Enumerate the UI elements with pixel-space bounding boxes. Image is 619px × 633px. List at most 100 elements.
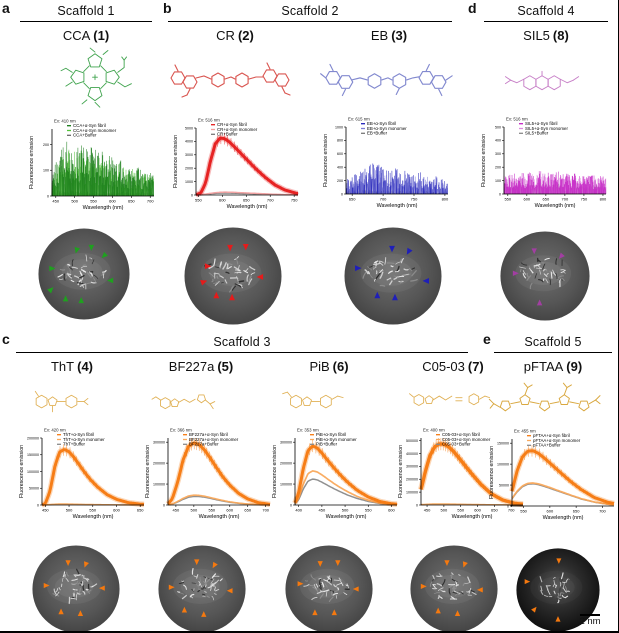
panel-label-c: c <box>2 331 10 347</box>
svg-text:750: 750 <box>291 198 298 203</box>
svg-text:pFTAA+α-Syn monomer: pFTAA+α-Syn monomer <box>533 438 581 443</box>
svg-text:500: 500 <box>342 508 349 513</box>
svg-text:450: 450 <box>319 508 326 513</box>
spectrum-chart-bf227a: 0 100000 200000 300000 450 500 550 600 650 700 Wav… <box>142 423 274 535</box>
svg-text:Ex: 615 nm: Ex: 615 nm <box>348 117 370 122</box>
compound-name: C05-03 <box>422 359 465 374</box>
svg-text:650: 650 <box>573 509 580 514</box>
svg-text:650: 650 <box>128 199 135 204</box>
svg-text:3000: 3000 <box>185 153 193 157</box>
svg-text:Fluorescence emission: Fluorescence emission <box>145 445 151 498</box>
compound-title-tht: ThT (4) <box>12 359 132 374</box>
svg-text:50000: 50000 <box>499 483 509 487</box>
svg-text:SIL5+α-Syn fibril: SIL5+α-Syn fibril <box>525 121 557 126</box>
svg-text:200: 200 <box>495 166 501 170</box>
svg-text:C05-03+α-Syn monomer: C05-03+α-Syn monomer <box>442 437 491 442</box>
compound-name: PiB <box>309 359 330 374</box>
spectrum-chart-c0503: 0 100000 200000 300000 400000 500000 450 500 550… <box>395 423 527 535</box>
scaffold-3-header: Scaffold 3 <box>16 335 468 353</box>
svg-text:700: 700 <box>262 508 269 513</box>
svg-text:0: 0 <box>290 503 292 507</box>
spectrum-chart-sil5: 0 100 200 300 400 500 550 600 650 700 750 800 Wavele… <box>478 112 610 224</box>
compound-name: BF227a <box>168 359 215 374</box>
scale-bar <box>580 614 600 616</box>
svg-text:500: 500 <box>441 508 448 513</box>
scaffold-4-header: Scaffold 4 <box>484 4 608 22</box>
svg-text:Fluorescence emission: Fluorescence emission <box>173 135 179 188</box>
em-density-map-bf227a <box>158 545 246 631</box>
svg-text:C05-03+α-Syn fibril: C05-03+α-Syn fibril <box>442 432 480 437</box>
compound-title-cca: CCA (1) <box>20 28 152 43</box>
compound-name: EB <box>370 28 389 43</box>
svg-text:100000: 100000 <box>27 470 39 474</box>
svg-text:150000: 150000 <box>497 441 509 445</box>
em-density-map-c0503 <box>410 545 498 631</box>
svg-text:600: 600 <box>337 152 343 156</box>
compound-number: (6) <box>332 359 349 374</box>
svg-text:500: 500 <box>71 199 78 204</box>
compound-number: (7) <box>467 359 484 374</box>
em-density-map-tht <box>32 545 120 631</box>
svg-text:EB+Buffer: EB+Buffer <box>367 131 388 136</box>
svg-text:800: 800 <box>337 139 343 143</box>
em-density-map-cca <box>38 228 130 320</box>
compound-name: CCA <box>62 28 91 43</box>
svg-text:1000: 1000 <box>185 180 193 184</box>
scale-bar-label: 2 nm <box>579 616 601 627</box>
svg-text:Ex: 410 nm: Ex: 410 nm <box>54 119 76 124</box>
svg-text:0: 0 <box>163 503 165 507</box>
svg-text:650: 650 <box>243 198 250 203</box>
svg-text:650: 650 <box>244 508 251 513</box>
svg-text:700: 700 <box>599 509 606 514</box>
svg-text:Wavelength (nm): Wavelength (nm) <box>73 514 114 520</box>
svg-text:450: 450 <box>52 199 59 204</box>
svg-text:600: 600 <box>219 198 226 203</box>
svg-text:BF227a+α-Syn monomer: BF227a+α-Syn monomer <box>189 437 239 442</box>
compound-name: CR <box>216 28 235 43</box>
svg-text:200: 200 <box>337 179 343 183</box>
svg-text:Ex: 516 nm: Ex: 516 nm <box>198 118 220 123</box>
em-density-map-pib <box>285 545 373 631</box>
chemical-structure-bf227a <box>140 378 266 422</box>
svg-text:BF227a+α-Syn fibril: BF227a+α-Syn fibril <box>189 432 228 437</box>
svg-text:700: 700 <box>147 199 154 204</box>
compound-number: (9) <box>566 359 583 374</box>
chemical-structure-cr <box>164 52 308 108</box>
panel-label-d: d <box>468 0 477 16</box>
compound-title-bf227a: BF227a (5) <box>138 359 264 374</box>
svg-text:1000: 1000 <box>335 125 343 129</box>
svg-text:Fluorescence emission: Fluorescence emission <box>398 445 404 498</box>
svg-text:SIL5+α-Syn monomer: SIL5+α-Syn monomer <box>525 126 568 131</box>
svg-text:Wavelength (nm): Wavelength (nm) <box>377 203 418 209</box>
chemical-structure-sil5 <box>488 56 610 106</box>
svg-text:100000: 100000 <box>280 482 292 486</box>
svg-text:100000: 100000 <box>153 482 165 486</box>
svg-text:500: 500 <box>495 125 501 129</box>
svg-text:0: 0 <box>499 192 501 196</box>
svg-text:CCA+α-Syn fibril: CCA+α-Syn fibril <box>73 123 106 128</box>
svg-text:600: 600 <box>113 508 120 513</box>
svg-text:650: 650 <box>543 197 550 202</box>
svg-text:450: 450 <box>173 508 180 513</box>
svg-text:400: 400 <box>337 166 343 170</box>
svg-text:5000: 5000 <box>185 126 193 130</box>
svg-text:PiB+α-Syn fibril: PiB+α-Syn fibril <box>316 432 346 437</box>
svg-text:CCA+Buffer: CCA+Buffer <box>73 133 97 138</box>
svg-text:Fluorescence emission: Fluorescence emission <box>19 445 25 498</box>
svg-text:200: 200 <box>43 143 49 147</box>
svg-text:400000: 400000 <box>406 452 418 456</box>
svg-text:200000: 200000 <box>406 478 418 482</box>
chemical-structure-pib <box>268 378 390 422</box>
svg-text:750: 750 <box>411 197 418 202</box>
svg-text:750: 750 <box>581 197 588 202</box>
compound-number: (3) <box>391 28 408 43</box>
svg-text:600: 600 <box>109 199 116 204</box>
spectrum-chart-cca: 0 100 200 450 500 550 600 650 700 Wavelength (nm)… <box>26 114 158 226</box>
svg-text:0: 0 <box>341 192 343 196</box>
spectrum-chart-eb: 0 200 400 600 800 1000 650 700 750 800 Wavelength … <box>320 112 452 224</box>
em-density-map-sil5 <box>500 231 590 321</box>
svg-text:550: 550 <box>89 508 96 513</box>
svg-text:Ex: 353 nm: Ex: 353 nm <box>297 428 319 433</box>
svg-text:CR+Buffer: CR+Buffer <box>217 132 238 137</box>
